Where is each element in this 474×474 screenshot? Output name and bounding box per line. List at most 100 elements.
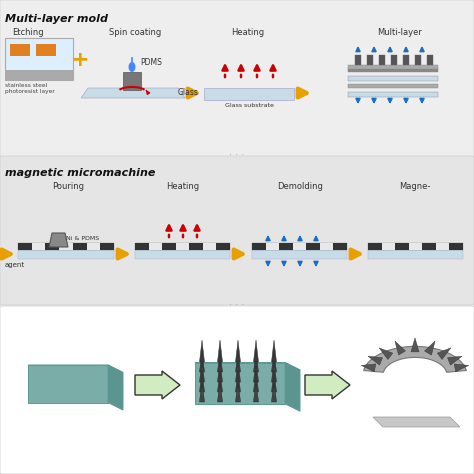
Text: Heating: Heating [231, 28, 264, 37]
Text: Multi-layer: Multi-layer [378, 28, 422, 37]
Polygon shape [200, 340, 204, 362]
Polygon shape [195, 363, 300, 370]
Bar [367, 55, 373, 65]
Text: Pouring: Pouring [52, 182, 84, 191]
Text: · · ·: · · · [229, 300, 245, 310]
Polygon shape [395, 341, 405, 355]
Polygon shape [379, 348, 393, 359]
Polygon shape [218, 380, 222, 402]
Bar [5, 70, 73, 80]
Polygon shape [272, 370, 276, 392]
Bar [18, 250, 114, 259]
Bar [382, 243, 395, 250]
Bar [293, 243, 306, 250]
Bar [18, 243, 114, 250]
Bar [427, 55, 433, 65]
Bar [5, 38, 73, 80]
Text: Magne-: Magne- [399, 182, 431, 191]
Bar [162, 243, 176, 250]
Polygon shape [364, 346, 466, 372]
Text: Multi-layer mold: Multi-layer mold [5, 14, 108, 24]
Polygon shape [272, 350, 276, 372]
Bar [73, 243, 87, 250]
Text: magnetic micromachine: magnetic micromachine [5, 168, 155, 178]
Polygon shape [254, 340, 258, 362]
Polygon shape [438, 348, 451, 359]
Text: +: + [71, 50, 89, 70]
Polygon shape [368, 356, 383, 365]
FancyBboxPatch shape [0, 306, 474, 474]
Polygon shape [218, 340, 222, 362]
Polygon shape [200, 380, 204, 402]
Bar [395, 243, 409, 250]
Text: agent: agent [5, 262, 25, 268]
Polygon shape [218, 370, 222, 392]
Bar [135, 250, 230, 259]
Bar [320, 243, 333, 250]
Text: Glass substrate: Glass substrate [225, 103, 273, 108]
Polygon shape [272, 380, 276, 402]
Polygon shape [135, 371, 180, 399]
Text: Demolding: Demolding [277, 182, 323, 191]
Bar [368, 250, 463, 259]
Bar [368, 243, 463, 250]
Text: Etching: Etching [12, 28, 44, 37]
Polygon shape [361, 364, 376, 372]
Text: Ni & PDMS: Ni & PDMS [66, 236, 99, 241]
Bar [265, 243, 279, 250]
Bar [415, 55, 421, 65]
Bar [59, 243, 73, 250]
FancyBboxPatch shape [0, 156, 474, 305]
Bar [252, 243, 347, 250]
Bar [422, 243, 436, 250]
Bar [409, 243, 422, 250]
Bar [333, 243, 347, 250]
Polygon shape [285, 363, 300, 411]
Ellipse shape [128, 62, 136, 72]
Bar [348, 68, 438, 72]
Bar [368, 243, 382, 250]
Polygon shape [195, 363, 285, 404]
Polygon shape [272, 340, 276, 362]
Bar [123, 72, 141, 90]
Bar [36, 44, 56, 56]
Bar [135, 243, 148, 250]
Polygon shape [28, 365, 108, 402]
Polygon shape [454, 364, 469, 372]
Polygon shape [218, 360, 222, 382]
Bar [306, 243, 320, 250]
Polygon shape [411, 338, 419, 352]
Bar [449, 243, 463, 250]
Polygon shape [218, 350, 222, 372]
Polygon shape [236, 380, 240, 402]
Polygon shape [200, 350, 204, 372]
Bar [403, 55, 409, 65]
Polygon shape [28, 365, 123, 373]
Polygon shape [236, 370, 240, 392]
Bar [203, 243, 217, 250]
Polygon shape [200, 360, 204, 382]
Bar [252, 250, 347, 259]
Bar [391, 55, 397, 65]
Bar [348, 65, 438, 69]
Polygon shape [200, 370, 204, 392]
Bar [217, 243, 230, 250]
Bar [204, 88, 294, 100]
Text: · · ·: · · · [229, 150, 245, 160]
FancyBboxPatch shape [0, 0, 474, 157]
Bar [379, 55, 385, 65]
Bar [279, 243, 293, 250]
Polygon shape [254, 380, 258, 402]
Bar [348, 76, 438, 81]
Polygon shape [254, 350, 258, 372]
Bar [348, 84, 438, 88]
Text: Glass: Glass [178, 88, 199, 97]
Polygon shape [236, 340, 240, 362]
Bar [18, 243, 32, 250]
Bar [87, 243, 100, 250]
Bar [10, 44, 30, 56]
Bar [355, 55, 361, 65]
Polygon shape [254, 360, 258, 382]
Bar [189, 243, 203, 250]
Polygon shape [49, 233, 68, 247]
